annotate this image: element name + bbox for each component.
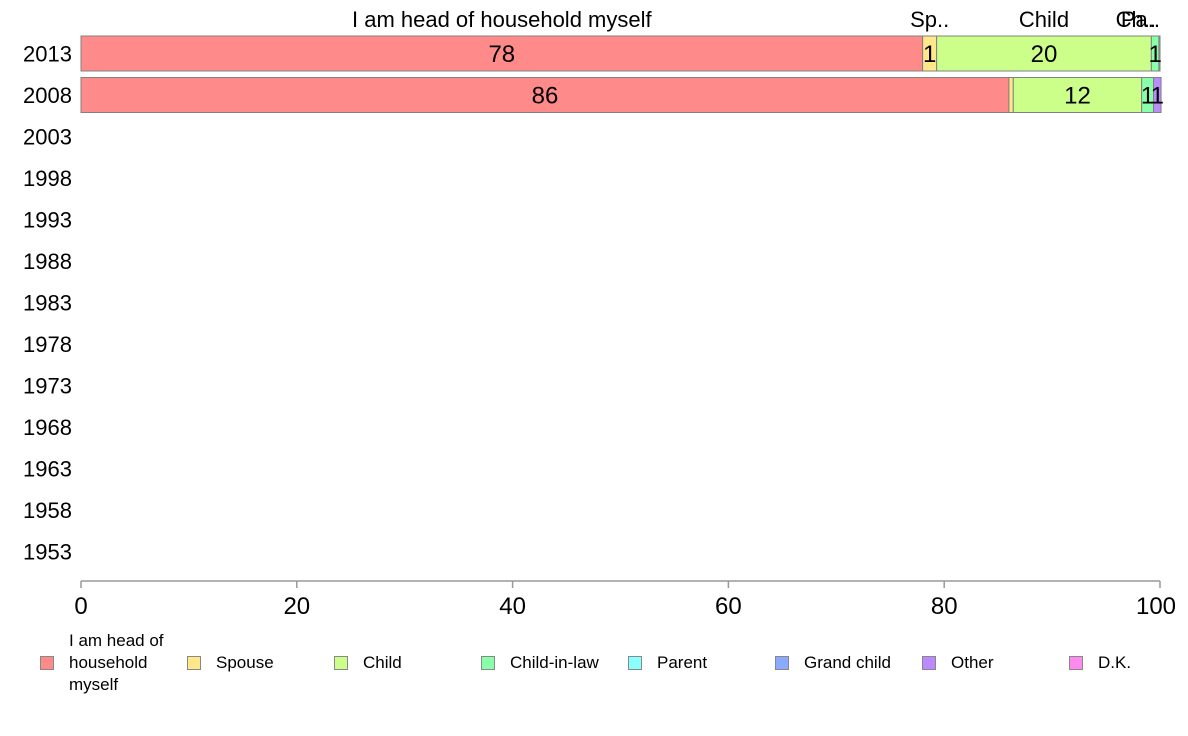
y-axis-labels: 2013 2008 2003 1998 1993 1988 1983 1978 1973 1968… [23, 42, 72, 565]
legend-label: Other [951, 653, 994, 672]
top-category-label: Pa.. [1121, 7, 1160, 32]
bar-value-label: 1 [1151, 83, 1164, 110]
bar-value-label: 1 [1141, 83, 1154, 110]
bar-segment [1153, 77, 1162, 113]
x-tick-label: 0 [74, 593, 87, 620]
bar-value-label: 1 [923, 41, 936, 68]
bar-value-label: 20 [1031, 41, 1058, 68]
y-tick-label: 1998 [23, 166, 72, 191]
legend-swatch [187, 656, 201, 670]
y-tick-label: 1958 [23, 498, 72, 523]
y-tick-label: 1963 [23, 457, 72, 482]
top-category-label: I am head of household myself [352, 7, 653, 32]
legend-swatch [628, 656, 642, 670]
bar-value-label: 1 [1148, 41, 1161, 68]
legend-swatch [334, 656, 348, 670]
top-category-label: Ch.. [1116, 7, 1156, 32]
bar-value-labels: 78 1 20 186 12 11 [488, 41, 1164, 110]
x-tick-label: 40 [499, 593, 526, 620]
legend-label: D.K. [1098, 653, 1132, 672]
bar-segment [1012, 77, 1143, 113]
legend-label: Child [363, 653, 402, 672]
legend-swatch [40, 656, 54, 670]
legend-item: Child [334, 628, 469, 698]
bar-segment [1158, 35, 1161, 72]
legend-item: Child-in-law [481, 628, 616, 698]
bar-segment [80, 77, 1010, 113]
y-tick-label: 1978 [23, 332, 72, 357]
y-tick-label: 2003 [23, 125, 72, 150]
legend-label: Spouse [216, 653, 274, 672]
x-tick-label: 100 [1136, 593, 1176, 620]
legend-item: Spouse [187, 628, 322, 698]
legend-label: Child-in-law [510, 653, 599, 672]
y-tick-label: 1953 [23, 540, 72, 565]
legend-label: Grand child [804, 653, 891, 672]
y-tick-label: 1993 [23, 208, 72, 233]
legend-item: Other [922, 628, 1057, 698]
legend: I am head of household myself Spouse Child… [0, 628, 1188, 708]
bar-value-label: 12 [1064, 83, 1091, 110]
legend-swatch [1069, 656, 1083, 670]
legend-swatch [922, 656, 936, 670]
y-tick-label: 2008 [23, 83, 72, 108]
y-tick-label: 2013 [23, 42, 72, 67]
y-tick-label: 1983 [23, 291, 72, 316]
y-tick-label: 1973 [23, 374, 72, 399]
top-category-label: Sp.. [910, 7, 949, 32]
bar-segment [80, 35, 924, 72]
bar-segment [1008, 77, 1014, 113]
legend-item: I am head of household myself [40, 628, 175, 698]
x-axis: 0 20 40 60 80 100 [74, 580, 1176, 620]
y-tick-label: 1988 [23, 249, 72, 274]
legend-item: Parent [628, 628, 763, 698]
legend-label: I am head of household myself [69, 631, 164, 694]
legend-item: D.K. [1069, 628, 1179, 698]
bars [80, 35, 1162, 113]
bar-value-label: 86 [532, 83, 559, 110]
stacked-bar-chart: I am head of household myself Sp.. Child Ch… [23, 7, 1176, 620]
x-tick-label: 60 [715, 593, 742, 620]
bar-value-label: 78 [488, 41, 515, 68]
y-tick-label: 1968 [23, 415, 72, 440]
legend-item: Grand child [775, 628, 910, 698]
top-category-labels: I am head of household myself Sp.. Child Ch… [352, 7, 1160, 32]
legend-swatch [775, 656, 789, 670]
x-tick-label: 80 [931, 593, 958, 620]
x-tick-label: 20 [283, 593, 310, 620]
legend-label: Parent [657, 653, 708, 672]
top-category-label: Child [1019, 7, 1069, 32]
legend-swatch [481, 656, 495, 670]
